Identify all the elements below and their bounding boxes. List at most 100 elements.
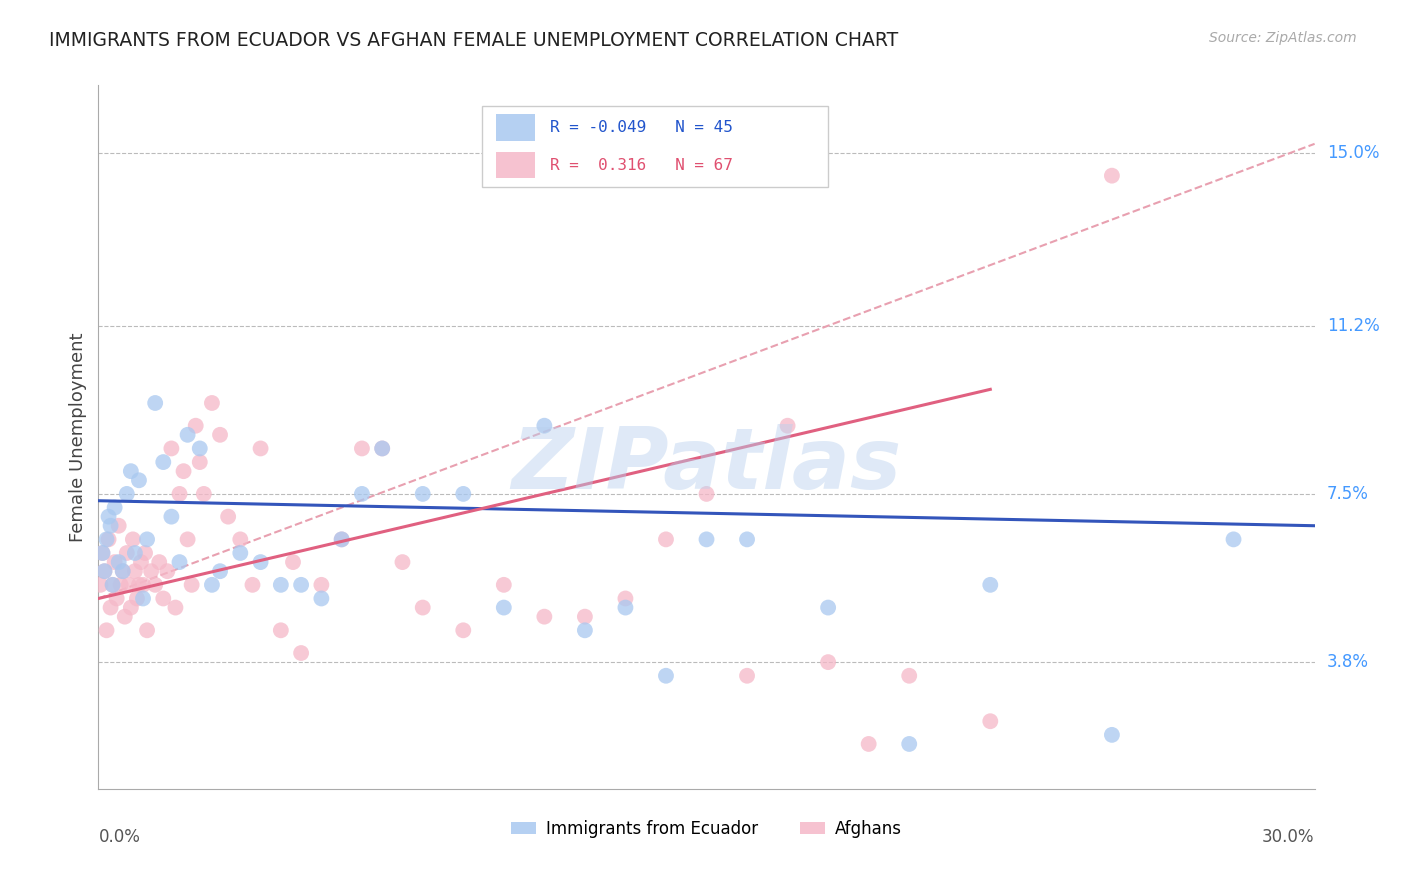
Point (391, 555, 413, 569)
Point (93, 564, 115, 578)
Point (143, 578, 166, 592)
Point (290, 578, 312, 592)
Point (371, 442, 394, 456)
Point (574, 609, 596, 624)
Point (152, 455, 174, 469)
Point (104, 555, 127, 569)
Point (124, 564, 146, 578)
Point (129, 555, 152, 569)
Point (188, 455, 211, 469)
Point (412, 487, 434, 501)
Text: Source: ZipAtlas.com: Source: ZipAtlas.com (1209, 31, 1357, 45)
Text: 3.8%: 3.8% (1327, 653, 1369, 671)
Point (111, 564, 134, 578)
Point (898, 737, 921, 751)
Point (132, 591, 155, 606)
Point (91, 546, 114, 560)
Point (188, 442, 211, 456)
Point (165, 600, 187, 615)
Point (101, 578, 124, 592)
Point (574, 624, 596, 638)
Point (229, 546, 252, 560)
Point (114, 609, 136, 624)
Point (115, 487, 138, 501)
Point (136, 624, 159, 638)
Point (132, 578, 155, 592)
Point (696, 487, 718, 501)
Point (655, 533, 678, 547)
Point (148, 555, 170, 569)
Point (350, 442, 373, 456)
Point (115, 546, 138, 560)
Point (176, 533, 198, 547)
Point (125, 591, 148, 606)
Point (118, 578, 141, 592)
Point (193, 487, 215, 501)
Point (209, 427, 232, 442)
Point (330, 533, 353, 547)
Point (412, 600, 434, 615)
Point (201, 396, 224, 410)
Point (350, 487, 373, 501)
Point (120, 464, 142, 478)
Point (858, 737, 880, 751)
Point (614, 591, 637, 606)
Point (96, 533, 118, 547)
Point (128, 578, 150, 592)
Point (453, 624, 475, 638)
Point (281, 555, 304, 569)
Point (209, 564, 232, 578)
Y-axis label: Female Unemployment: Female Unemployment (69, 333, 87, 541)
Legend: Immigrants from Ecuador, Afghans: Immigrants from Ecuador, Afghans (505, 814, 908, 845)
Point (160, 509, 183, 524)
Point (169, 487, 191, 501)
Point (979, 578, 1001, 592)
Text: 0.0%: 0.0% (98, 828, 141, 847)
Point (898, 669, 921, 683)
Point (614, 600, 637, 615)
Point (979, 714, 1001, 729)
FancyBboxPatch shape (496, 114, 536, 141)
Point (229, 533, 252, 547)
Point (249, 442, 271, 456)
Point (100, 518, 122, 533)
Text: 11.2%: 11.2% (1327, 317, 1379, 334)
Text: R =  0.316   N = 67: R = 0.316 N = 67 (550, 158, 733, 172)
Point (156, 564, 179, 578)
Point (93, 564, 115, 578)
Point (107, 555, 129, 569)
Point (1101, 169, 1123, 183)
Point (453, 487, 475, 501)
FancyBboxPatch shape (481, 106, 828, 187)
Point (91, 546, 114, 560)
Point (533, 418, 555, 433)
Point (96, 624, 118, 638)
Point (180, 578, 202, 592)
Point (817, 655, 839, 669)
Point (533, 609, 555, 624)
Point (176, 427, 198, 442)
Point (134, 546, 156, 560)
Point (169, 555, 191, 569)
Point (143, 396, 166, 410)
Point (735, 533, 758, 547)
Point (311, 591, 333, 606)
Point (107, 518, 129, 533)
Point (776, 418, 799, 433)
Point (655, 669, 678, 683)
Point (270, 624, 292, 638)
Text: IMMIGRANTS FROM ECUADOR VS AFGHAN FEMALE UNEMPLOYMENT CORRELATION CHART: IMMIGRANTS FROM ECUADOR VS AFGHAN FEMALE… (49, 31, 898, 50)
Point (173, 464, 195, 478)
Point (152, 591, 174, 606)
Point (136, 533, 159, 547)
Point (249, 555, 271, 569)
Point (122, 533, 145, 547)
Point (104, 500, 127, 515)
Point (371, 442, 394, 456)
Point (110, 578, 132, 592)
Point (492, 578, 515, 592)
Point (1101, 728, 1123, 742)
Point (735, 669, 758, 683)
Point (97, 533, 120, 547)
Point (270, 578, 292, 592)
